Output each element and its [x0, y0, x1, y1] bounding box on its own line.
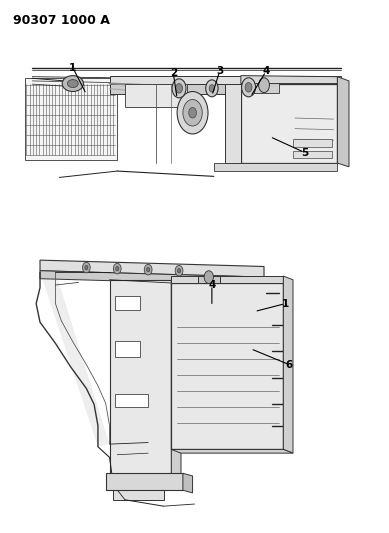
Circle shape	[177, 269, 180, 273]
Polygon shape	[110, 84, 341, 94]
Polygon shape	[115, 296, 140, 310]
Text: 90307 1000 A: 90307 1000 A	[13, 13, 110, 27]
Circle shape	[177, 92, 208, 134]
Circle shape	[116, 266, 119, 271]
Ellipse shape	[62, 76, 84, 92]
Polygon shape	[283, 276, 293, 453]
Text: 3: 3	[216, 67, 223, 76]
Polygon shape	[293, 151, 331, 158]
Polygon shape	[40, 260, 264, 277]
Polygon shape	[115, 341, 140, 357]
Polygon shape	[183, 473, 193, 493]
Circle shape	[209, 85, 215, 92]
Circle shape	[206, 80, 218, 97]
Ellipse shape	[67, 79, 78, 87]
Polygon shape	[110, 76, 341, 84]
Polygon shape	[40, 272, 110, 447]
Polygon shape	[113, 485, 164, 500]
Circle shape	[172, 79, 186, 98]
Text: 5: 5	[301, 148, 308, 158]
Polygon shape	[40, 271, 264, 285]
Circle shape	[85, 265, 88, 270]
Polygon shape	[25, 78, 117, 160]
Circle shape	[189, 108, 196, 118]
Text: 4: 4	[208, 280, 216, 290]
Circle shape	[242, 78, 256, 97]
Text: 1: 1	[69, 63, 77, 72]
Polygon shape	[110, 280, 171, 485]
Circle shape	[245, 83, 252, 92]
Polygon shape	[198, 276, 220, 284]
Text: 2: 2	[170, 68, 177, 78]
Circle shape	[204, 271, 214, 284]
Polygon shape	[241, 76, 337, 84]
Circle shape	[147, 268, 150, 272]
Circle shape	[82, 262, 90, 273]
Circle shape	[113, 263, 121, 274]
Circle shape	[175, 84, 182, 93]
Polygon shape	[241, 84, 337, 163]
Text: 4: 4	[262, 67, 270, 76]
Circle shape	[144, 264, 152, 275]
Polygon shape	[106, 473, 183, 490]
Circle shape	[175, 265, 183, 276]
Polygon shape	[115, 394, 148, 407]
Polygon shape	[254, 82, 279, 93]
Circle shape	[259, 78, 270, 93]
Text: 1: 1	[282, 298, 289, 309]
Polygon shape	[171, 449, 293, 453]
Polygon shape	[171, 280, 181, 488]
Text: 6: 6	[286, 360, 293, 369]
Polygon shape	[171, 284, 283, 449]
Polygon shape	[125, 84, 187, 108]
Polygon shape	[171, 276, 283, 284]
Polygon shape	[214, 163, 337, 171]
Circle shape	[183, 100, 202, 126]
Polygon shape	[225, 84, 241, 163]
Polygon shape	[293, 139, 331, 147]
Polygon shape	[337, 77, 349, 167]
